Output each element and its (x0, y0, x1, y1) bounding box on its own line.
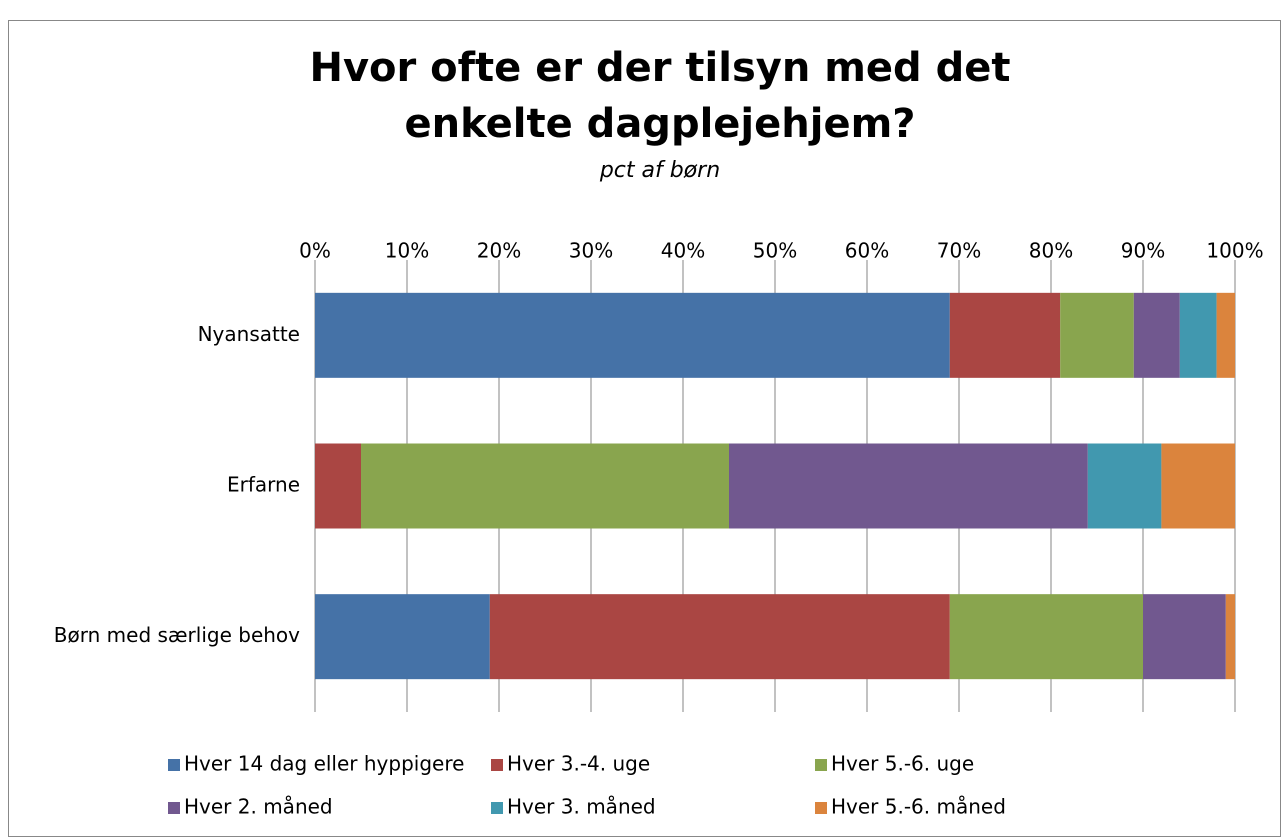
bar-segment (729, 443, 1088, 529)
legend-label: Hver 3. måned (507, 795, 656, 819)
x-tick-label: 50% (753, 239, 797, 263)
legend-swatch (168, 759, 180, 771)
bar-segment (315, 594, 490, 680)
bar-segment (1143, 594, 1226, 680)
x-tick-label: 0% (299, 239, 331, 263)
x-tick-label: 60% (845, 239, 889, 263)
bar-segment (1060, 292, 1134, 378)
chart-subtitle: pct af børn (599, 158, 721, 183)
chart-title: Hvor ofte er der tilsyn med det enkelte … (309, 45, 1011, 147)
x-tick-label: 70% (937, 239, 981, 263)
legend-swatch (815, 802, 827, 814)
bar-segment (489, 594, 950, 680)
x-tick-label: 30% (569, 239, 613, 263)
bar-segment (1133, 292, 1180, 378)
bar-segment (1216, 292, 1235, 378)
bar-segment (1225, 594, 1235, 680)
y-tick-label: Børn med særlige behov (54, 623, 300, 647)
chart-frame (8, 20, 1281, 837)
bar-segment (1179, 292, 1217, 378)
x-tick-label: 40% (661, 239, 705, 263)
bar-segment (949, 594, 1143, 680)
bar-segment (949, 292, 1061, 378)
legend-label: Hver 14 dag eller hyppigere (184, 752, 464, 776)
y-tick-label: Nyansatte (198, 322, 300, 346)
legend-label: Hver 3.-4. uge (507, 752, 650, 776)
bar-segment (361, 443, 729, 529)
bar-segment (315, 443, 361, 529)
bar-segment (315, 292, 950, 378)
x-tick-label: 80% (1029, 239, 1073, 263)
legend-swatch (491, 802, 503, 814)
x-tick-label: 90% (1121, 239, 1165, 263)
x-tick-label: 100% (1206, 239, 1263, 263)
legend-label: Hver 5.-6. måned (831, 795, 1006, 819)
legend-swatch (168, 802, 180, 814)
x-tick-label: 10% (385, 239, 429, 263)
legend-label: Hver 5.-6. uge (831, 752, 974, 776)
legend-swatch (815, 759, 827, 771)
legend-swatch (491, 759, 503, 771)
y-tick-label: Erfarne (227, 473, 300, 497)
x-tick-label: 20% (477, 239, 521, 263)
bar-segment (1087, 443, 1162, 529)
bar-segment (1161, 443, 1235, 529)
legend-label: Hver 2. måned (184, 795, 333, 819)
